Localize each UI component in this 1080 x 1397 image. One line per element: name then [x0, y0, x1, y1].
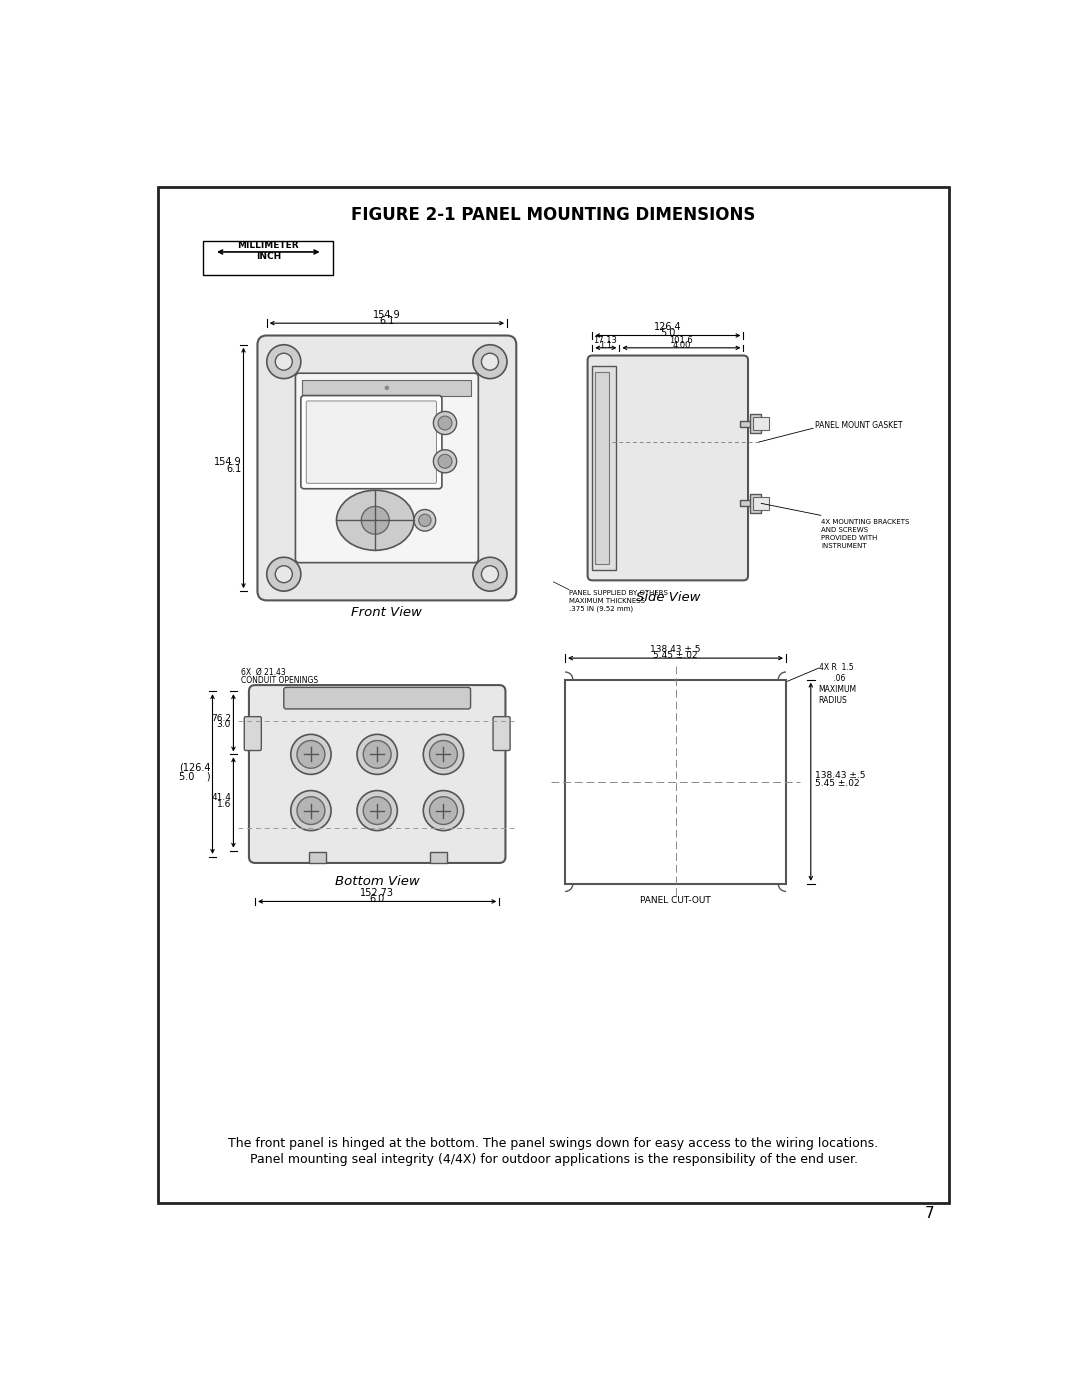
Text: 4X R  1.5
      .06
MAXIMUM
RADIUS: 4X R 1.5 .06 MAXIMUM RADIUS [819, 662, 856, 705]
Bar [592, 366, 616, 570]
Circle shape [433, 450, 457, 472]
Circle shape [386, 387, 389, 390]
Circle shape [414, 510, 435, 531]
Circle shape [473, 557, 507, 591]
Circle shape [473, 345, 507, 379]
FancyBboxPatch shape [301, 395, 442, 489]
Text: 5.0: 5.0 [660, 328, 675, 338]
FancyBboxPatch shape [284, 687, 471, 708]
Circle shape [297, 796, 325, 824]
FancyBboxPatch shape [248, 685, 505, 863]
Bar [740, 500, 757, 507]
FancyBboxPatch shape [307, 401, 436, 483]
Circle shape [357, 735, 397, 774]
FancyBboxPatch shape [588, 355, 748, 580]
Circle shape [267, 557, 301, 591]
Text: 101.6: 101.6 [670, 335, 693, 345]
Text: 5.45 ±.02: 5.45 ±.02 [653, 651, 698, 661]
Bar [751, 415, 761, 433]
Text: 4.00: 4.00 [672, 341, 690, 351]
Circle shape [275, 566, 293, 583]
Circle shape [357, 791, 397, 831]
Text: 1.6: 1.6 [217, 799, 231, 809]
Text: MILLIMETER: MILLIMETER [238, 242, 299, 250]
Circle shape [291, 735, 332, 774]
Text: Panel mounting seal integrity (4/4X) for outdoor applications is the responsibil: Panel mounting seal integrity (4/4X) for… [249, 1153, 858, 1166]
Circle shape [363, 796, 391, 824]
FancyBboxPatch shape [244, 717, 261, 750]
Circle shape [419, 514, 431, 527]
Text: FIGURE 2-1 PANEL MOUNTING DIMENSIONS: FIGURE 2-1 PANEL MOUNTING DIMENSIONS [351, 207, 756, 225]
Circle shape [291, 791, 332, 831]
Bar [754, 418, 769, 430]
Circle shape [423, 791, 463, 831]
Text: 152.73: 152.73 [361, 888, 394, 898]
Bar [595, 372, 609, 564]
Text: 5.45 ±.02: 5.45 ±.02 [814, 778, 860, 788]
Bar [754, 497, 769, 510]
Bar [430, 852, 446, 863]
Text: 138.43 ±.5: 138.43 ±.5 [650, 645, 701, 654]
Circle shape [267, 345, 301, 379]
Text: 138.43 ±.5: 138.43 ±.5 [814, 771, 865, 780]
Text: 154.9: 154.9 [214, 457, 241, 467]
Circle shape [482, 353, 499, 370]
Text: PANEL CUT-OUT: PANEL CUT-OUT [640, 897, 711, 905]
Circle shape [275, 353, 293, 370]
Text: 41.4: 41.4 [212, 793, 231, 802]
Bar [565, 680, 786, 884]
Bar [751, 495, 761, 513]
Bar [309, 852, 326, 863]
Ellipse shape [337, 490, 414, 550]
Text: PANEL MOUNT GASKET: PANEL MOUNT GASKET [815, 420, 903, 430]
Text: 6.1: 6.1 [226, 464, 241, 475]
Text: INCH: INCH [256, 251, 281, 261]
Bar [740, 420, 757, 426]
FancyBboxPatch shape [494, 717, 510, 750]
Text: 17.13: 17.13 [594, 335, 618, 345]
Text: 7: 7 [924, 1206, 934, 1221]
Circle shape [430, 740, 458, 768]
Bar [302, 380, 471, 395]
Text: Side View: Side View [635, 591, 700, 604]
Circle shape [433, 412, 457, 434]
Text: 4X MOUNTING BRACKETS
AND SCREWS
PROVIDED WITH
INSTRUMENT: 4X MOUNTING BRACKETS AND SCREWS PROVIDED… [821, 520, 909, 549]
Text: 1.1: 1.1 [599, 341, 612, 351]
Text: (126.4: (126.4 [178, 763, 211, 773]
Circle shape [438, 454, 451, 468]
Text: PANEL SUPPLIED BY OTHERS
MAXIMUM THICKNESS
.375 IN (9.52 mm): PANEL SUPPLIED BY OTHERS MAXIMUM THICKNE… [569, 590, 667, 612]
Text: 3.0: 3.0 [217, 719, 231, 729]
Text: Bottom View: Bottom View [335, 875, 419, 888]
Circle shape [430, 796, 458, 824]
Text: CONDUIT OPENINGS: CONDUIT OPENINGS [241, 676, 319, 685]
Text: 6.0: 6.0 [369, 894, 384, 904]
Circle shape [438, 416, 451, 430]
Circle shape [363, 740, 391, 768]
Circle shape [362, 507, 389, 534]
Circle shape [297, 740, 325, 768]
FancyBboxPatch shape [296, 373, 478, 563]
Text: 6X  Ø 21.43: 6X Ø 21.43 [241, 668, 286, 676]
Text: The front panel is hinged at the bottom. The panel swings down for easy access t: The front panel is hinged at the bottom.… [229, 1137, 878, 1151]
Text: 76.2: 76.2 [211, 714, 231, 722]
Text: 126.4: 126.4 [654, 323, 681, 332]
Text: 5.0    ): 5.0 ) [178, 771, 211, 781]
Text: Front View: Front View [351, 606, 422, 619]
Circle shape [482, 566, 499, 583]
Text: 154.9: 154.9 [373, 310, 401, 320]
Text: 6.1: 6.1 [379, 316, 394, 326]
Circle shape [423, 735, 463, 774]
FancyBboxPatch shape [257, 335, 516, 601]
Bar [203, 240, 334, 275]
